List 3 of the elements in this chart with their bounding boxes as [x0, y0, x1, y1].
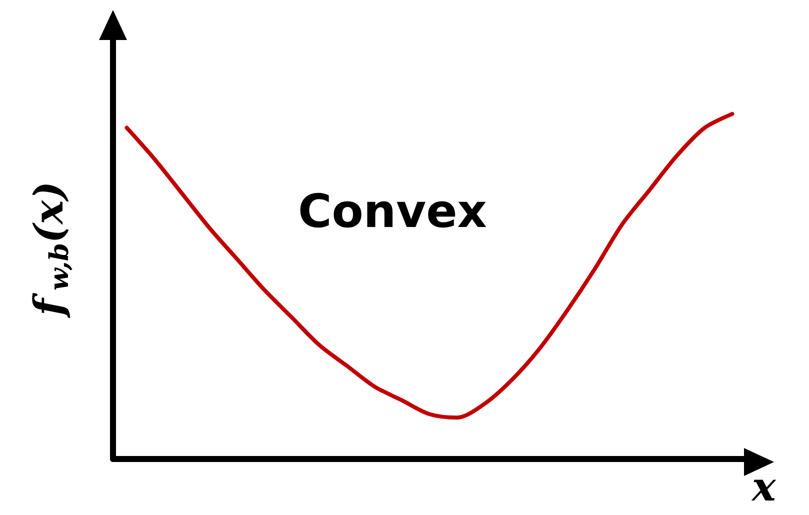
- y-axis-title: fw,b(x): [26, 181, 75, 319]
- x-axis-title: x: [751, 464, 777, 510]
- annotation: Convex: [298, 184, 487, 238]
